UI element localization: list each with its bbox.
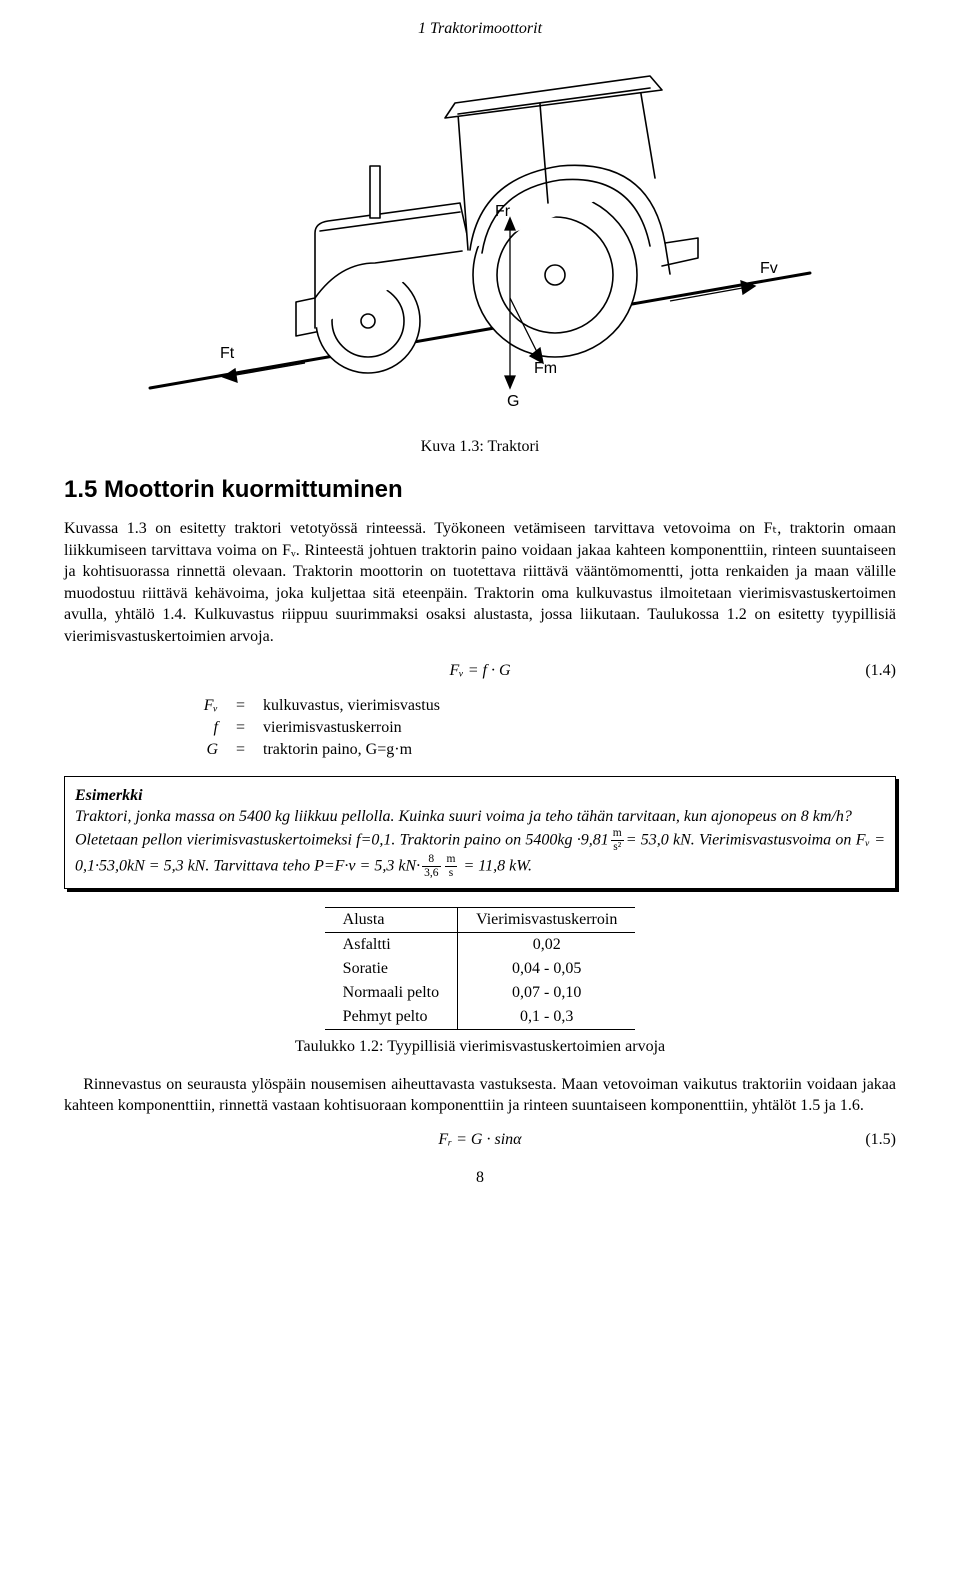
equation-number: (1.4)	[865, 662, 896, 680]
table-cell: 0,02	[458, 932, 636, 957]
table-cell: Soratie	[325, 957, 458, 981]
table-vierimisvastus: Alusta Vierimisvastuskerroin Asfaltti 0,…	[325, 907, 636, 1030]
table-row: Pehmyt pelto 0,1 - 0,3	[325, 1005, 636, 1030]
fraction-ms2: ms²	[611, 828, 624, 854]
body-paragraph-2: Rinnevastus on seurausta ylöspäin nousem…	[64, 1074, 896, 1117]
example-line1: Traktori, jonka massa on 5400 kg liikkuu…	[75, 808, 852, 825]
example-title: Esimerkki	[75, 787, 143, 804]
equation-formula: Fᵥ = f · G	[449, 662, 510, 680]
example-line2a: Oletetaan pellon vierimisvastuskertoimek…	[75, 831, 609, 848]
fig-label-fv: Fv	[760, 260, 778, 277]
fraction-8-36: 83,6	[422, 854, 440, 880]
table-cell: Asfaltti	[325, 932, 458, 957]
var-symbol: Fᵥ	[186, 696, 226, 716]
var-row: G = traktorin paino, G=g·m	[186, 740, 448, 760]
table-caption: Taulukko 1.2: Tyypillisiä vierimisvastus…	[64, 1038, 896, 1056]
table-header: Alusta	[325, 907, 458, 932]
section-heading: 1.5 Moottorin kuormittuminen	[64, 476, 896, 504]
body-paragraph-1: Kuvassa 1.3 on esitetty traktori vetotyö…	[64, 518, 896, 648]
table-row: Soratie 0,04 - 0,05	[325, 957, 636, 981]
fraction-ms: ms	[445, 854, 458, 880]
section-title: Moottorin kuormittuminen	[104, 476, 403, 503]
fig-label-g: G	[507, 393, 519, 410]
table-cell: Normaali pelto	[325, 981, 458, 1005]
figure-caption: Kuva 1.3: Traktori	[64, 438, 896, 456]
equation-formula: Fᵣ = G · sinα	[438, 1131, 521, 1149]
fig-label-ft: Ft	[220, 345, 235, 362]
fig-label-fm: Fm	[534, 360, 557, 377]
var-row: f = vierimisvastuskerroin	[186, 718, 448, 738]
var-symbol: f	[186, 718, 226, 738]
table-row: Asfaltti 0,02	[325, 932, 636, 957]
variable-definitions: Fᵥ = kulkuvastus, vierimisvastus f = vie…	[184, 694, 450, 762]
table-header: Vierimisvastuskerroin	[458, 907, 636, 932]
var-desc: traktorin paino, G=g·m	[255, 740, 448, 760]
var-desc: vierimisvastuskerroin	[255, 718, 448, 738]
var-desc: kulkuvastus, vierimisvastus	[255, 696, 448, 716]
equation-1-5: Fᵣ = G · sinα (1.5)	[64, 1131, 896, 1149]
figure-tractor: Fr Fv Ft Fm G	[110, 48, 850, 418]
table-cell: Pehmyt pelto	[325, 1005, 458, 1030]
table-row: Normaali pelto 0,07 - 0,10	[325, 981, 636, 1005]
section-number: 1.5	[64, 476, 97, 503]
table-cell: 0,1 - 0,3	[458, 1005, 636, 1030]
equation-number: (1.5)	[865, 1131, 896, 1149]
var-symbol: G	[186, 740, 226, 760]
table-cell: 0,04 - 0,05	[458, 957, 636, 981]
example-box: Esimerkki Traktori, jonka massa on 5400 …	[64, 776, 896, 889]
example-line2c: = 11,8 kW.	[459, 857, 532, 874]
table-cell: 0,07 - 0,10	[458, 981, 636, 1005]
equation-1-4: Fᵥ = f · G (1.4)	[64, 662, 896, 680]
page-number: 8	[64, 1169, 896, 1187]
chapter-header: 1 Traktorimoottorit	[64, 20, 896, 38]
fig-label-fr: Fr	[495, 203, 511, 220]
var-row: Fᵥ = kulkuvastus, vierimisvastus	[186, 696, 448, 716]
